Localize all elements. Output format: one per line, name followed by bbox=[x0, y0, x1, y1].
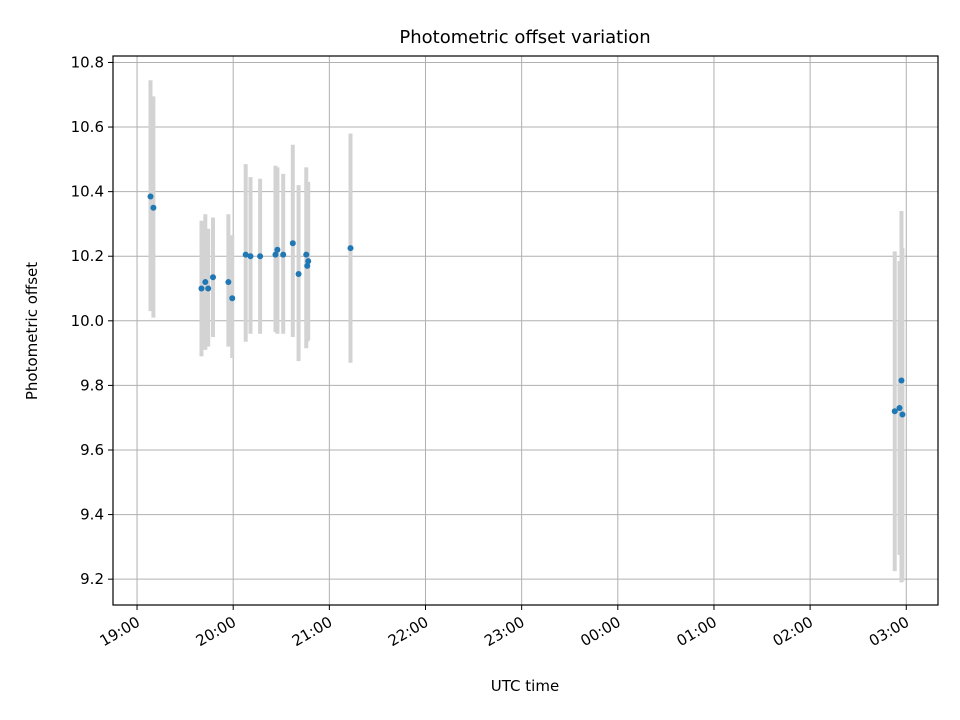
y-tick-label: 10.2 bbox=[71, 247, 104, 265]
data-point bbox=[280, 251, 287, 258]
data-point bbox=[242, 251, 249, 258]
data-point bbox=[898, 377, 905, 384]
y-tick-label: 9.2 bbox=[80, 570, 104, 588]
data-point bbox=[225, 279, 232, 286]
data-points bbox=[147, 193, 906, 418]
y-tick-label: 10.0 bbox=[71, 312, 104, 330]
data-point bbox=[891, 408, 898, 415]
y-tick-label: 10.4 bbox=[71, 183, 104, 201]
y-tick-label: 10.8 bbox=[71, 53, 104, 71]
data-point bbox=[295, 270, 302, 277]
data-point bbox=[229, 295, 236, 302]
data-point bbox=[303, 251, 310, 258]
y-tick-label: 9.8 bbox=[80, 376, 104, 394]
data-point bbox=[210, 274, 216, 281]
data-point bbox=[257, 253, 264, 260]
y-tick-label: 9.4 bbox=[80, 506, 104, 524]
data-point bbox=[896, 405, 903, 412]
y-tick-label: 10.6 bbox=[71, 118, 104, 136]
data-point bbox=[247, 253, 254, 260]
y-axis-title: Photometric offset bbox=[23, 262, 41, 400]
x-axis-title: UTC time bbox=[491, 677, 559, 695]
y-tick-label: 9.6 bbox=[80, 441, 104, 459]
data-point bbox=[899, 411, 906, 418]
y-axis-ticks: 9.2 9.4 9.6 9.8 10.0 10.2 10.4 10.6 10.8 bbox=[71, 53, 113, 588]
data-point bbox=[304, 262, 311, 269]
chart-title: Photometric offset variation bbox=[399, 27, 650, 48]
data-point bbox=[205, 285, 212, 292]
data-point bbox=[202, 279, 209, 286]
data-point bbox=[305, 258, 312, 265]
plot-area-background bbox=[113, 56, 938, 605]
data-point bbox=[289, 240, 296, 247]
data-point bbox=[274, 246, 281, 253]
grid bbox=[113, 56, 938, 605]
data-point bbox=[347, 245, 354, 252]
data-point bbox=[198, 285, 205, 292]
plot-frame bbox=[112, 55, 939, 606]
data-point bbox=[147, 193, 154, 200]
data-point bbox=[150, 204, 157, 211]
data-point bbox=[272, 251, 279, 258]
